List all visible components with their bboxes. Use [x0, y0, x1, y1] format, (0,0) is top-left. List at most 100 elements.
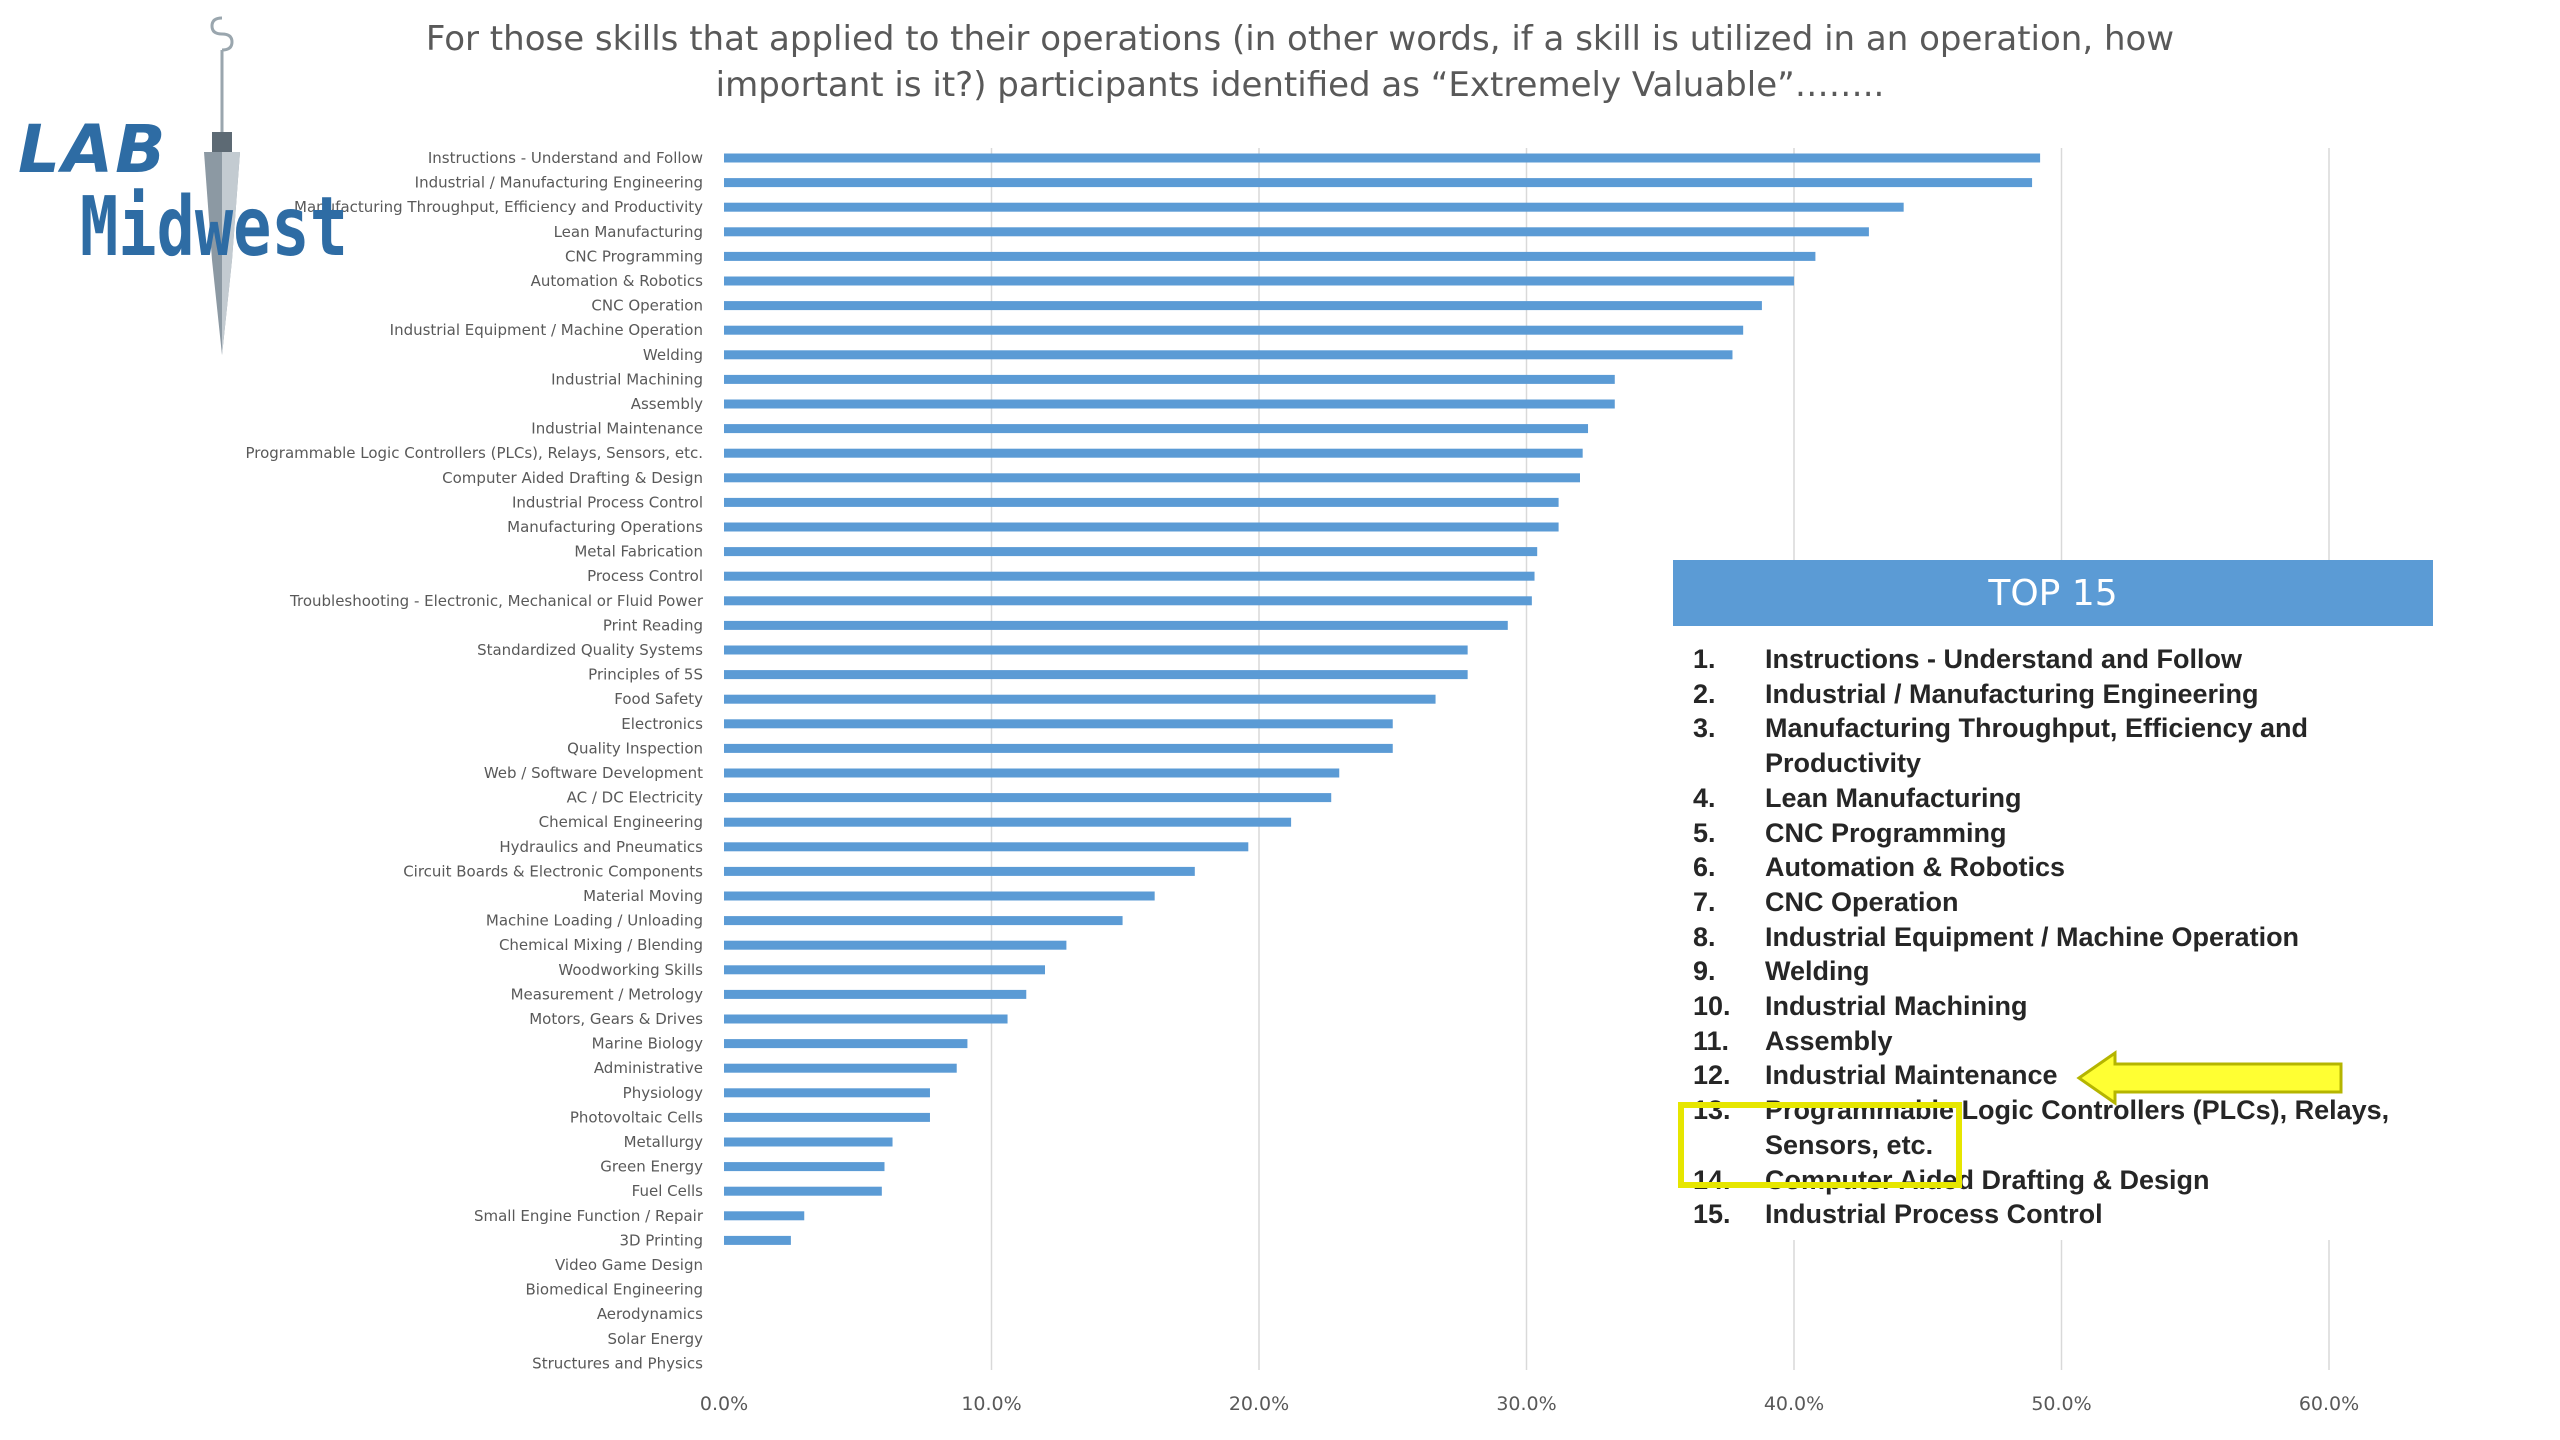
category-label: Lean Manufacturing [554, 223, 703, 241]
chart-title-line2: important is it?) participants identifie… [715, 65, 1885, 105]
top15-item: 12. Industrial Maintenance [1673, 1058, 2433, 1093]
category-label: Automation & Robotics [531, 272, 704, 290]
category-label: Fuel Cells [632, 1182, 704, 1200]
x-tick-label: 0.0% [700, 1393, 748, 1415]
category-label: AC / DC Electricity [567, 789, 703, 807]
bar [724, 719, 1393, 729]
top15-list: 1. Instructions - Understand and Follow 2.… [1673, 626, 2433, 1232]
category-label: Woodworking Skills [558, 961, 703, 979]
top15-item: 9. Welding [1673, 954, 2433, 989]
bar [724, 522, 1559, 532]
category-label: Chemical Engineering [539, 813, 703, 831]
top15-item-number: 5. [1693, 817, 1716, 848]
bar [724, 1162, 885, 1172]
category-label: Manufacturing Throughput, Efficiency and… [294, 198, 703, 216]
category-label: Industrial / Manufacturing Engineering [415, 174, 703, 192]
bar [724, 916, 1123, 926]
top15-item: 2. Industrial / Manufacturing Engineering [1673, 677, 2433, 712]
bar [724, 891, 1155, 901]
top15-item-number: 2. [1693, 678, 1716, 709]
top15-item-number: 8. [1693, 921, 1716, 952]
bar [724, 596, 1532, 606]
category-label: Web / Software Development [484, 764, 703, 782]
bar [724, 620, 1508, 630]
category-label: Material Moving [583, 887, 703, 905]
top15-item: 14. Computer Aided Drafting & Design [1673, 1163, 2433, 1198]
bar [724, 227, 1869, 237]
bar [724, 694, 1436, 704]
bar [724, 251, 1816, 261]
left-arrow-icon [2076, 1050, 2343, 1106]
bar [724, 940, 1067, 950]
category-label: Chemical Mixing / Blending [499, 936, 703, 954]
category-label: Troubleshooting - Electronic, Mechanical… [289, 592, 704, 610]
top15-item-text: Programmable Logic Controllers (PLCs), R… [1765, 1095, 2390, 1160]
bar [724, 473, 1580, 483]
category-label: Physiology [623, 1084, 703, 1102]
top15-item-text: CNC Operation [1765, 886, 1959, 917]
top15-item-number: 11. [1693, 1025, 1730, 1056]
top15-item-number: 15. [1693, 1199, 1731, 1230]
x-tick-labels: 0.0% 10.0% 20.0% 30.0% 40.0% 50.0% 60.0% [700, 1393, 2359, 1415]
top15-item-text: Instructions - Understand and Follow [1765, 644, 2243, 674]
category-label: Manufacturing Operations [507, 518, 703, 536]
top15-item: 11. Assembly [1673, 1024, 2433, 1059]
category-label: Circuit Boards & Electronic Components [403, 862, 703, 880]
category-label: Standardized Quality Systems [477, 641, 703, 659]
top15-item-number: 7. [1693, 886, 1716, 917]
bar [724, 793, 1332, 803]
bar [724, 1235, 791, 1245]
category-label: Measurement / Metrology [511, 985, 704, 1003]
bar [724, 670, 1468, 680]
top15-item-text: Industrial Process Control [1765, 1199, 2103, 1230]
chart-title-line1: For those skills that applied to their o… [425, 19, 2175, 59]
category-label: Electronics [621, 715, 703, 733]
category-label: Solar Energy [607, 1330, 703, 1348]
category-label: Industrial Maintenance [531, 420, 703, 438]
x-tick-label: 50.0% [2031, 1393, 2091, 1415]
bar [724, 350, 1733, 360]
top15-item-number: 3. [1693, 713, 1716, 744]
bar [724, 1088, 930, 1098]
x-tick-label: 10.0% [961, 1393, 1021, 1415]
category-label: Food Safety [614, 690, 703, 708]
category-label: Assembly [631, 395, 703, 413]
x-tick-label: 40.0% [1764, 1393, 1824, 1415]
category-label: Welding [643, 346, 703, 364]
logo-midwest-text: Midwest [80, 180, 348, 275]
category-label: Small Engine Function / Repair [474, 1207, 704, 1225]
bar [724, 571, 1535, 581]
category-label: Biomedical Engineering [525, 1281, 703, 1299]
top15-item-text: Manufacturing Throughput, Efficiency and… [1765, 713, 2308, 779]
top15-item-text: Automation & Robotics [1765, 852, 2065, 883]
category-label: Metal Fabrication [574, 543, 703, 561]
bar [724, 989, 1027, 999]
bar [724, 325, 1744, 335]
category-label: Industrial Equipment / Machine Operation [390, 321, 703, 339]
category-label: Programmable Logic Controllers (PLCs), R… [245, 444, 703, 462]
top15-item-number: 10. [1693, 991, 1731, 1022]
category-label: Metallurgy [624, 1133, 704, 1151]
category-label: Marine Biology [592, 1035, 703, 1053]
top15-item-text: Industrial Equipment / Machine Operation [1765, 921, 2300, 952]
bar [724, 301, 1762, 311]
bars [724, 153, 2041, 1245]
bar [724, 399, 1615, 409]
top15-item-text: Industrial Maintenance [1765, 1060, 2058, 1091]
top15-item: 1. Instructions - Understand and Follow [1673, 642, 2433, 677]
logo-lab-text: LAB [18, 111, 167, 188]
bar [724, 1039, 968, 1049]
top15-item-number: 6. [1693, 852, 1716, 883]
lab-midwest-logo: LAB Midwest [18, 16, 348, 355]
bar [724, 497, 1559, 507]
category-label: Photovoltaic Cells [570, 1108, 703, 1126]
category-label: Computer Aided Drafting & Design [442, 469, 703, 487]
top15-item-number: 4. [1693, 782, 1716, 813]
top15-item: 8. Industrial Equipment / Machine Operati… [1673, 920, 2433, 955]
category-label: Hydraulics and Pneumatics [499, 838, 703, 856]
top15-item-text: Computer Aided Drafting & Design [1765, 1164, 2210, 1195]
bar [724, 276, 1794, 286]
category-label: 3D Printing [619, 1231, 703, 1249]
top15-panel: TOP 15 1. Instructions - Understand and F… [1673, 560, 2433, 1240]
bar [724, 768, 1340, 778]
